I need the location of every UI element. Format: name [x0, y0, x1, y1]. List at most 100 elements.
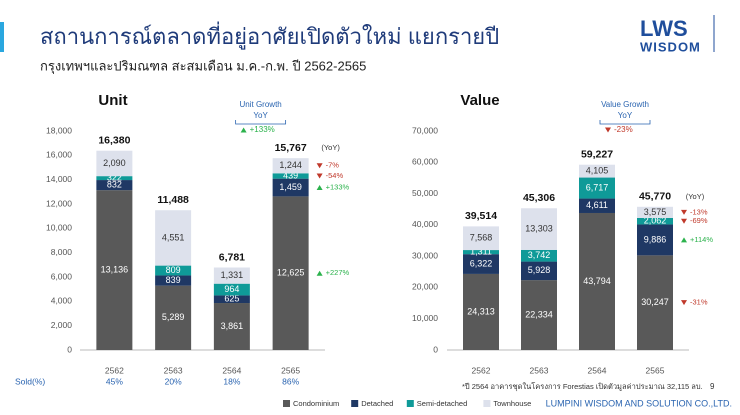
bar-segment [96, 150, 133, 177]
segment-label: 3,742 [528, 250, 551, 260]
y-tick-label: 20,000 [412, 282, 438, 292]
growth-label: -7% [326, 161, 340, 170]
y-tick-label: 0 [67, 344, 72, 354]
bar-segment [155, 285, 192, 350]
y-tick-label: 12,000 [46, 198, 72, 208]
bar-segment [579, 212, 615, 350]
y-tick-label: 10,000 [46, 223, 72, 233]
segment-label: 809 [166, 265, 181, 275]
total-label: 45,770 [639, 191, 671, 203]
segment-label: 2,090 [103, 158, 126, 168]
y-tick-label: 30,000 [412, 250, 438, 260]
growth-arrow [681, 300, 687, 306]
x-tick-label: 2562 [105, 365, 124, 375]
sold-value: 45% [106, 376, 123, 386]
slide-title: สถานการณ์ตลาดที่อยู่อาศัยเปิดตัวใหม่ แยก… [40, 21, 499, 50]
bar-segment [521, 249, 557, 262]
segment-label: 6,717 [586, 182, 609, 192]
slide-subtitle: กรุงเทพฯและปริมณฑล สะสมเดือน ม.ค.-ก.พ. ป… [40, 58, 366, 74]
bar-segment [155, 210, 192, 266]
total-label: 16,380 [98, 134, 130, 146]
growth-bracket [599, 120, 651, 125]
y-tick-label: 40,000 [412, 219, 438, 229]
total-label: 45,306 [523, 192, 555, 204]
company: LUMPINI WISDOM AND SOLUTION CO.,LTD. [546, 398, 732, 408]
y-tick-label: 50,000 [412, 188, 438, 198]
legend-swatch [483, 400, 491, 407]
bar-segment [463, 250, 499, 255]
growth-title: Unit Growth [240, 100, 282, 109]
x-tick-label: 2563 [164, 365, 183, 375]
growth-subtitle: YoY [253, 111, 268, 120]
segment-label: 6,322 [470, 258, 493, 268]
logo-bottom: WISDOM [640, 39, 701, 54]
bar-segment [155, 265, 192, 276]
segment-label: 839 [166, 275, 181, 285]
segment-label: 30,247 [641, 297, 669, 307]
segment-label: 13,136 [101, 264, 129, 274]
growth-label: +114% [690, 235, 713, 244]
growth-label: -31% [690, 298, 708, 307]
x-tick-label: 2564 [222, 365, 241, 375]
segment-label: 2,062 [644, 216, 667, 226]
y-tick-label: 18,000 [46, 125, 72, 135]
y-tick-label: 8,000 [51, 247, 73, 257]
growth-label: -13% [690, 207, 708, 216]
growth-total: -23% [614, 125, 633, 134]
growth-yoy-label: (YoY) [321, 143, 340, 152]
segment-label: 7,568 [470, 233, 493, 243]
segment-label: 3,861 [221, 321, 244, 331]
bar-segment [521, 280, 557, 350]
bar-segment [521, 208, 557, 250]
x-tick-label: 2563 [530, 365, 549, 375]
segment-label: 22,334 [525, 309, 553, 319]
bar-segment [272, 178, 309, 197]
x-tick-label: 2565 [646, 365, 665, 375]
segment-label: 1,331 [221, 270, 244, 280]
legend-swatch [351, 400, 359, 407]
segment-label: 3,575 [644, 207, 667, 217]
page-number: 9 [710, 382, 715, 391]
legend-swatch [283, 400, 290, 407]
segment-label: 322 [107, 172, 122, 182]
segment-label: 1,311 [470, 246, 492, 256]
accent-bar [0, 22, 4, 52]
segment-label: 43,794 [583, 276, 611, 286]
growth-yoy-label: (YoY) [686, 192, 705, 201]
logo-top: LWS [640, 16, 688, 41]
segment-label: 13,303 [525, 223, 553, 233]
segment-label: 24,313 [467, 306, 495, 316]
y-tick-label: 0 [433, 344, 438, 354]
growth-arrow [316, 185, 323, 191]
legend-swatch [406, 400, 414, 407]
growth-bracket [235, 120, 287, 125]
growth-label: -54% [326, 171, 344, 180]
bar-segment [213, 283, 250, 296]
segment-label: 9,886 [644, 234, 667, 244]
bar-segment [213, 267, 250, 284]
segment-label: 5,289 [162, 312, 185, 322]
bar-segment [579, 177, 615, 199]
segment-label: 4,105 [586, 166, 609, 176]
sold-label: Sold(%) [15, 376, 45, 386]
bar-segment [213, 303, 250, 350]
bar-segment [272, 158, 309, 174]
chart-title: Value [460, 92, 499, 109]
growth-arrow [681, 237, 687, 243]
bar-segment [463, 254, 499, 274]
growth-label: +133% [326, 183, 350, 192]
bar-segment [96, 190, 133, 350]
y-tick-label: 4,000 [51, 296, 73, 306]
growth-arrow [316, 270, 323, 276]
y-tick-label: 60,000 [412, 157, 438, 167]
total-label: 11,488 [157, 194, 189, 206]
segment-label: 4,611 [586, 200, 608, 210]
bar-segment [637, 224, 673, 256]
bar-segment [637, 217, 673, 225]
segment-label: 4,551 [162, 232, 185, 242]
bar-segment [272, 173, 309, 179]
bar-segment [463, 273, 499, 350]
y-tick-label: 16,000 [46, 150, 72, 160]
bar-segment [579, 164, 615, 178]
growth-arrow [681, 218, 687, 224]
